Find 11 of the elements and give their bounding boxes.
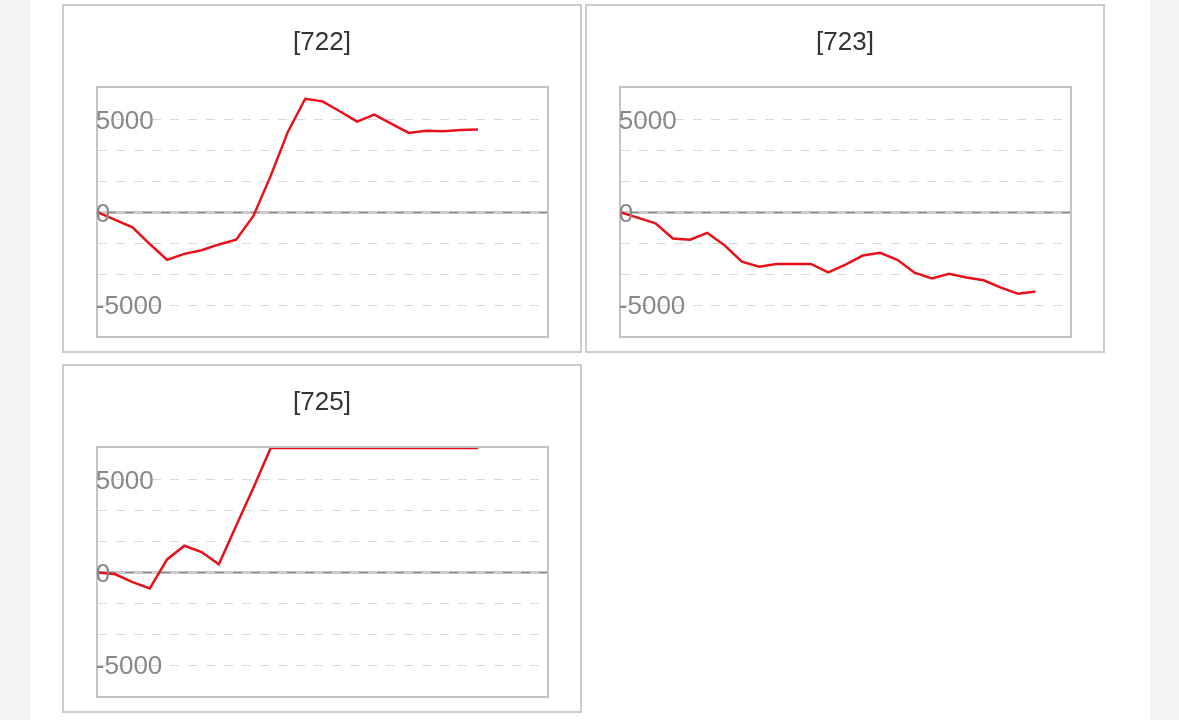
y-tick-label: 5000 — [95, 464, 154, 495]
y-tick-label: 5000 — [618, 104, 677, 135]
y-tick-label: -5000 — [618, 290, 686, 321]
y-tick-label: -5000 — [95, 290, 163, 321]
line-series — [98, 97, 480, 262]
y-tick-label: -5000 — [95, 650, 163, 681]
y-tick-label: 5000 — [95, 104, 154, 135]
line-series — [98, 448, 480, 590]
chart-title: [722] — [293, 25, 351, 56]
chart-title: [725] — [293, 385, 351, 416]
chart-title: [723] — [816, 25, 874, 56]
